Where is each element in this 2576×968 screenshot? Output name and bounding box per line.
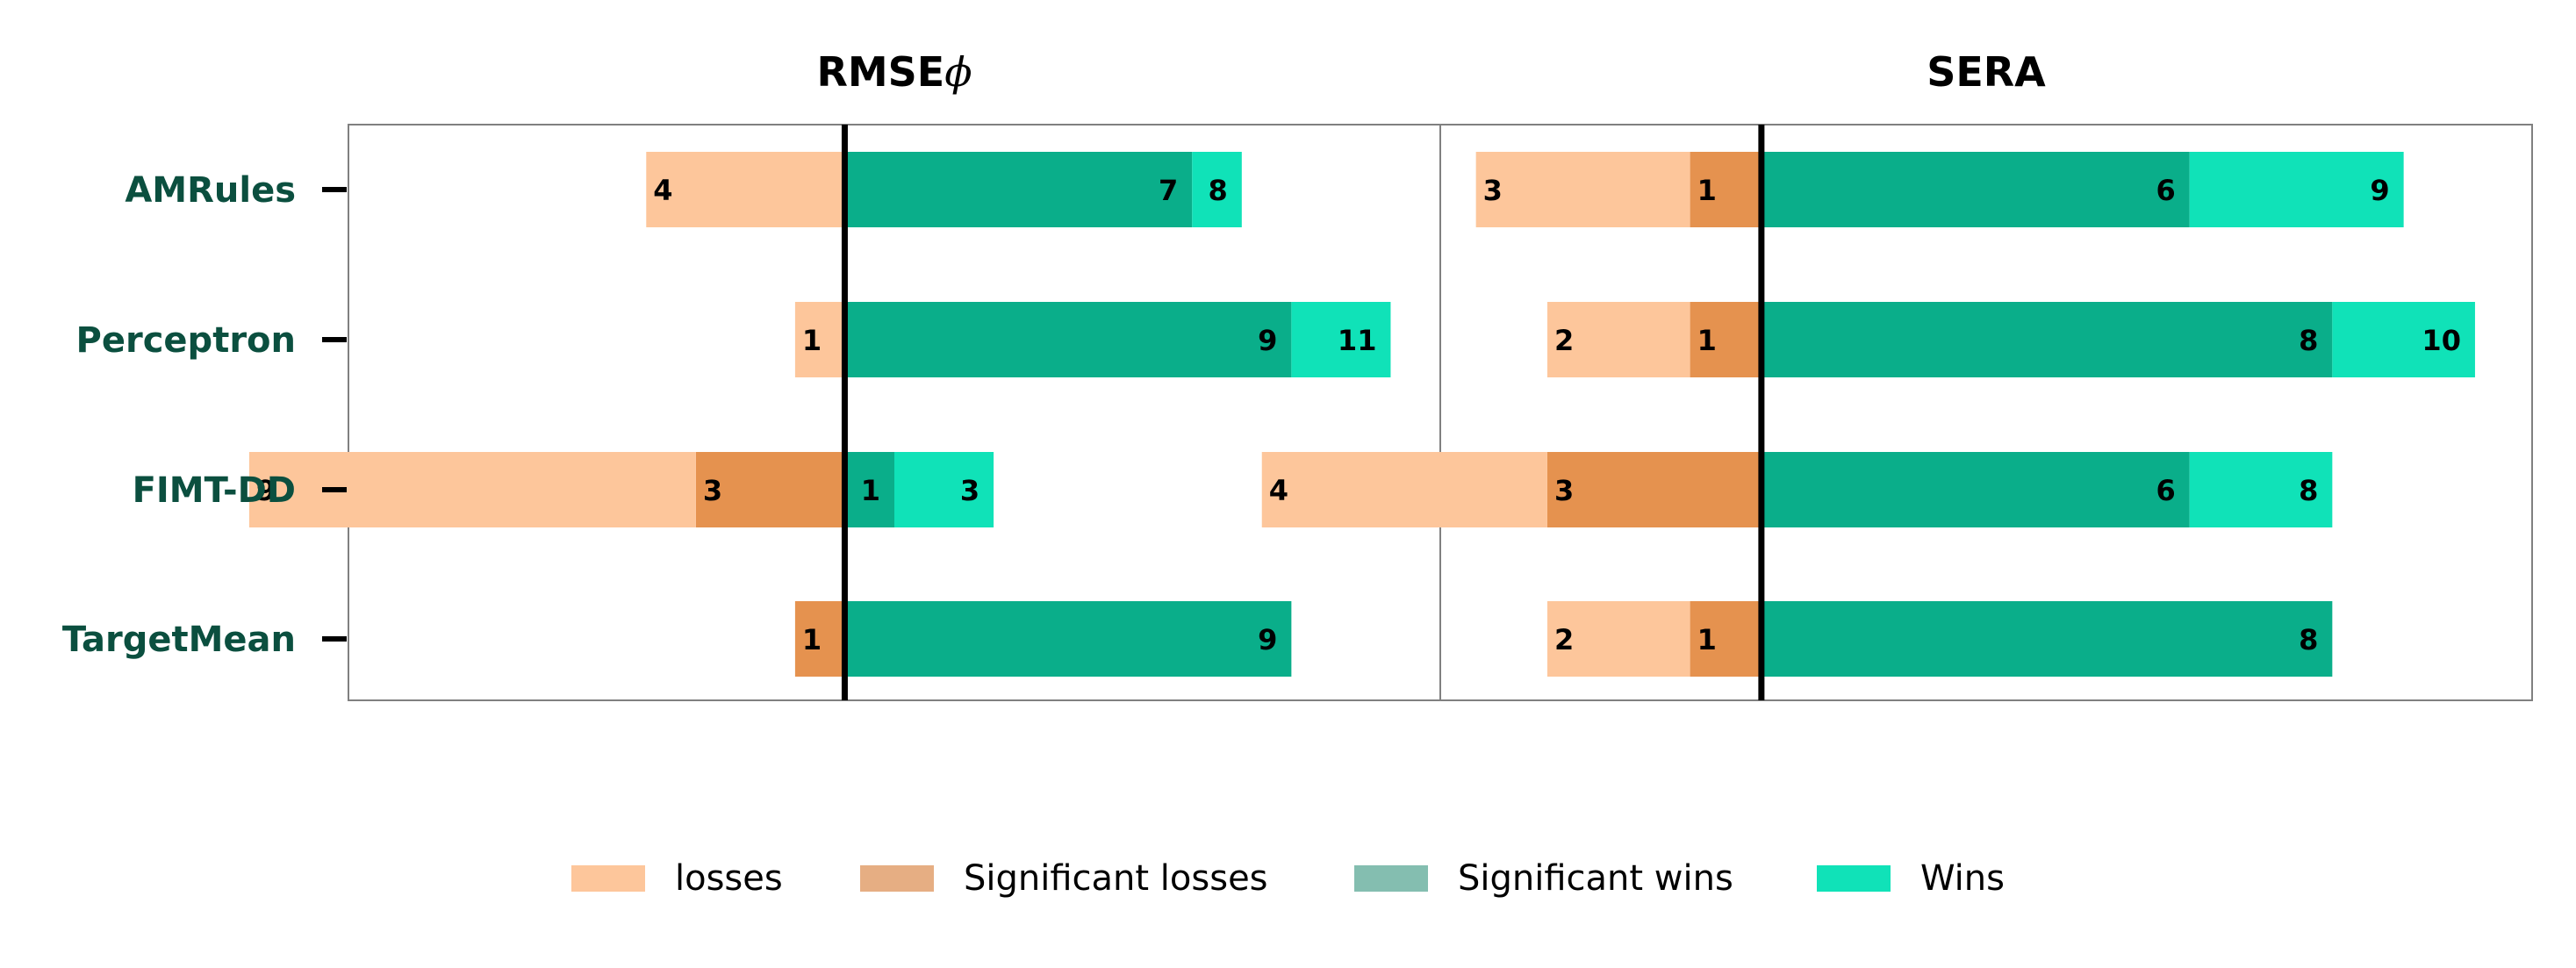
bar-losses [1475,152,1690,227]
panel-title: RMSEϕ [816,48,972,96]
data-label: 3 [703,474,722,507]
legend: losses Significant losses Significant wins… [571,858,2005,899]
y-tick-label: FIMT-DD [133,470,296,511]
bar-wins [1192,152,1242,227]
panel-title-symbol: ϕ [944,48,972,96]
bar-significant-losses [1690,302,1762,377]
data-label: 6 [2156,474,2175,507]
bar-significant-losses [1690,601,1762,677]
bar-significant-wins [844,302,1292,377]
data-label: 10 [2422,324,2461,357]
data-label: 4 [1269,474,1288,507]
bar-significant-wins [1761,152,2190,227]
legend-swatch [571,865,645,892]
bar-wins [2189,152,2404,227]
data-label: 7 [1159,174,1178,207]
data-label: 11 [1338,324,1377,357]
bar-significant-losses [794,601,845,677]
bar-significant-losses [1546,452,1762,527]
y-tick-label: AMRules [125,170,296,211]
bar-significant-wins [844,452,894,527]
bar-significant-wins [844,152,1193,227]
legend-label: Significant wins [1458,858,1733,899]
data-label: 8 [2299,474,2318,507]
data-label: 3 [1483,174,1503,207]
data-label: 1 [802,623,822,656]
bar-significant-wins [844,601,1292,677]
bar-losses [646,152,845,227]
panel-0: 4 7 8 AMRules 1 9 11 Perceptron 3 9 1 3 FIMT-DD 1 9 Tar… [62,48,1441,701]
y-tick-label: TargetMean [62,620,296,660]
data-label: 8 [2299,324,2318,357]
panel-frame [1439,124,2533,701]
data-label: 9 [1258,623,1277,656]
bar-significant-wins [1761,601,2333,677]
y-tick-label: Perceptron [76,320,296,361]
data-label: 1 [1697,623,1717,656]
data-label: 6 [2156,174,2175,207]
data-label: 9 [256,474,276,507]
bar-wins [894,452,994,527]
data-label: 1 [1697,174,1717,207]
legend-label: losses [675,858,783,899]
bar-wins [1291,302,1391,377]
legend-label: Significant losses [964,858,1268,899]
bar-losses [248,452,696,527]
bar-wins [2332,302,2475,377]
data-label: 8 [2299,623,2318,656]
data-label: 3 [1554,474,1574,507]
data-label: 9 [1258,324,1277,357]
bar-significant-losses [695,452,845,527]
data-label: 4 [653,174,672,207]
bar-wins [2189,452,2333,527]
bar-losses [1546,601,1690,677]
legend-swatch [1354,865,1428,892]
data-label: 2 [1554,324,1574,357]
data-label: 1 [1697,324,1717,357]
data-label: 2 [1554,623,1574,656]
legend-label: Wins [1920,858,2005,899]
bar-losses [794,302,845,377]
data-label: 1 [802,324,822,357]
legend-swatch [860,865,934,892]
panel-title: SERA [1927,48,2046,96]
legend-swatch [1817,865,1891,892]
bar-losses [1546,302,1690,377]
data-label: 1 [861,474,880,507]
bar-losses [1261,452,1547,527]
data-label: 3 [960,474,979,507]
bar-significant-wins [1761,302,2333,377]
data-label: 8 [1209,174,1228,207]
data-label: 9 [2370,174,2389,207]
bar-significant-losses [1690,152,1762,227]
bar-significant-wins [1761,452,2190,527]
